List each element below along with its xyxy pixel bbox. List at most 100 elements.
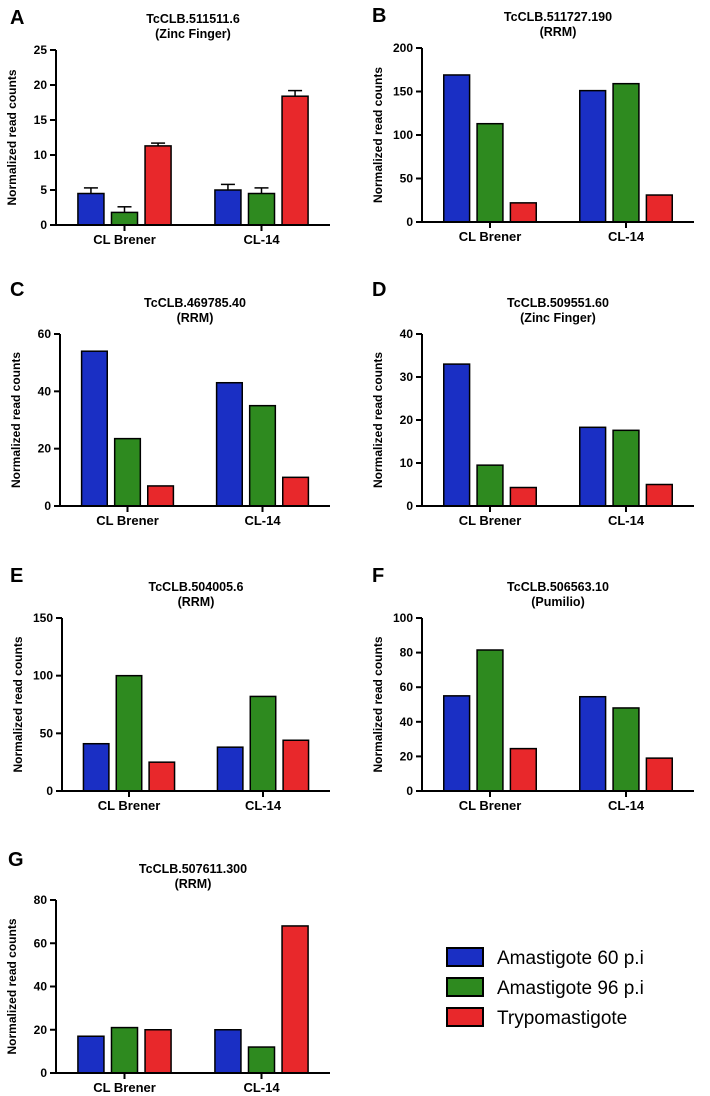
bar-amastigote-96-cl-14 [612,707,640,792]
bar-amastigote-60-cl-14 [214,189,242,226]
y-tick-label: 0 [46,784,53,798]
x-category-label: CL Brener [459,798,522,813]
x-category-label: CL-14 [608,513,645,528]
bar-trypomastigote-cl-14 [645,757,673,792]
y-tick-label: 10 [34,148,48,162]
legend-label: Amastigote 96 p.i [497,978,644,999]
y-axis-label: Normalized read counts [371,352,385,488]
bar-amastigote-96-cl-brener [113,437,142,507]
y-tick-label: 80 [34,893,48,907]
y-tick-label: 0 [44,499,51,513]
bar-amastigote-96-cl-brener [110,211,139,226]
panel-letter: B [372,5,386,27]
chart-title: TcCLB.511511.6 [146,12,240,26]
panel-letter: D [372,279,386,301]
panel-letter: G [8,849,24,871]
chart-subtitle: (Zinc Finger) [520,311,596,325]
bar-trypomastigote-cl-14 [645,194,673,223]
x-category-label: CL Brener [93,1080,156,1095]
bar-amastigote-96-cl-14 [247,1046,276,1074]
y-tick-label: 20 [34,1023,48,1037]
y-tick-label: 0 [406,499,413,513]
y-axis-label: Normalized read counts [371,636,385,772]
y-tick-label: 30 [400,370,414,384]
y-axis-label: Normalized read counts [9,352,23,488]
chart-subtitle: (Zinc Finger) [155,27,231,41]
y-tick-label: 50 [400,172,414,186]
bar-amastigote-60-cl-brener [443,363,471,507]
bar-amastigote-60-cl-14 [215,381,244,507]
bar-amastigote-60-cl-brener [80,350,108,507]
chart-title: TcCLB.469785.40 [144,296,246,310]
bar-trypomastigote-cl-brener [147,485,175,507]
bar-amastigote-60-cl-14 [579,426,607,507]
y-tick-label: 150 [393,85,413,99]
y-tick-label: 0 [40,1066,47,1080]
bar-amastigote-60-cl-brener [77,192,105,226]
bar-amastigote-96-cl-14 [612,429,640,507]
chart-title: TcCLB.511727.190 [504,10,612,24]
chart-panel-g: G TcCLB.507611.300(RRM) Normalized read co… [5,849,330,1095]
chart-panel-b: B TcCLB.511727.190(RRM) Normalized read co… [371,5,694,244]
bar-amastigote-60-cl-14 [216,746,244,792]
y-tick-label: 60 [400,680,414,694]
bar-amastigote-96-cl-14 [612,82,640,223]
y-tick-label: 25 [34,43,48,57]
bar-amastigote-96-cl-14 [247,192,276,226]
bar-trypomastigote-cl-brener [144,145,172,226]
x-category-label: CL Brener [459,513,522,528]
y-tick-label: 60 [34,936,48,950]
bar-amastigote-96-cl-brener [476,122,504,223]
x-category-label: CL-14 [244,513,281,528]
x-category-label: CL Brener [96,513,159,528]
y-tick-label: 20 [34,78,48,92]
y-tick-label: 0 [406,215,413,229]
y-tick-label: 200 [393,41,413,55]
y-tick-label: 100 [393,611,413,625]
legend-label: Amastigote 60 p.i [497,948,644,969]
legend-swatch-amastigote-60 [446,947,484,967]
bar-trypomastigote-cl-brener [509,747,537,792]
y-tick-label: 100 [393,128,413,142]
bar-trypomastigote-cl-14 [282,476,310,507]
y-tick-label: 0 [406,784,413,798]
bar-trypomastigote-cl-14 [281,95,309,226]
y-tick-label: 10 [400,456,414,470]
chart-subtitle: (RRM) [175,877,212,891]
panel-letter: C [10,279,24,301]
bar-amastigote-60-cl-14 [579,695,607,792]
y-axis-label: Normalized read counts [371,67,385,203]
x-category-label: CL-14 [245,798,282,813]
y-tick-label: 0 [40,218,47,232]
x-category-label: CL Brener [459,229,522,244]
y-tick-label: 20 [38,442,52,456]
bar-amastigote-60-cl-brener [443,74,471,223]
chart-title: TcCLB.506563.10 [507,580,609,594]
chart-subtitle: (RRM) [177,311,214,325]
legend-label: Trypomastigote [497,1008,627,1029]
y-tick-label: 40 [400,327,414,341]
bar-trypomastigote-cl-14 [282,739,310,792]
y-tick-label: 20 [400,413,414,427]
legend: Amastigote 60 p.i Amastigote 96 p.i Trypom… [446,947,644,1029]
legend-swatch-trypomastigote [446,1007,484,1027]
y-tick-label: 150 [33,611,53,625]
x-category-label: CL-14 [243,232,280,247]
bar-amastigote-96-cl-brener [115,674,143,792]
chart-panel-d: D TcCLB.509551.60(Zinc Finger) Normalized … [371,279,694,528]
x-category-label: CL-14 [608,229,645,244]
chart-panel-c: C TcCLB.469785.40(RRM) Normalized read cou… [9,279,330,528]
bar-amastigote-60-cl-brener [82,742,110,792]
bar-amastigote-96-cl-brener [476,649,504,792]
bar-amastigote-96-cl-14 [249,695,277,792]
bar-trypomastigote-cl-brener [509,486,537,507]
y-tick-label: 60 [38,327,52,341]
chart-subtitle: (RRM) [178,595,215,609]
panel-letter: A [10,7,24,29]
bar-amastigote-96-cl-14 [248,404,277,507]
bar-amastigote-96-cl-brener [110,1026,139,1074]
panel-letter: F [372,565,384,587]
bar-amastigote-96-cl-brener [476,464,504,507]
y-tick-label: 80 [400,646,414,660]
